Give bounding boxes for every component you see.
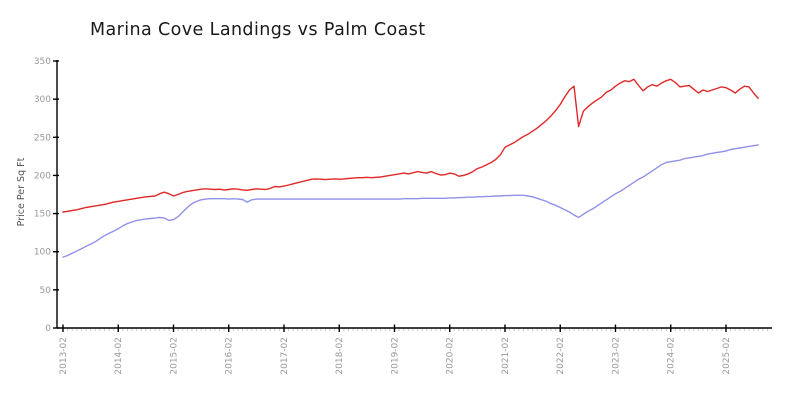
x-tick-label: 2015-02 xyxy=(169,337,179,375)
y-tick-label: 150 xyxy=(34,210,51,220)
x-tick-label: 2017-02 xyxy=(280,337,290,375)
y-axis-label: Price Per Sq Ft xyxy=(16,157,27,226)
x-tick-label: 2023-02 xyxy=(611,337,621,375)
chart-title: Marina Cove Landings vs Palm Coast xyxy=(90,20,426,40)
x-tick-label: 2018-02 xyxy=(335,337,345,375)
y-tick-label: 350 xyxy=(34,57,51,67)
x-tick-label: 2025-02 xyxy=(722,337,732,375)
x-tick-label: 2022-02 xyxy=(556,337,566,375)
series-line-marina-cove-landings xyxy=(62,78,759,213)
x-tick-label: 2016-02 xyxy=(225,337,235,375)
x-tick-label: 2020-02 xyxy=(446,337,456,375)
y-tick-label: 250 xyxy=(34,133,51,143)
x-tick-label: 2013-02 xyxy=(59,337,69,375)
x-tick-label: 2014-02 xyxy=(114,337,124,375)
x-tick-label: 2021-02 xyxy=(501,337,511,375)
y-tick-label: 0 xyxy=(45,324,51,334)
y-tick-label: 50 xyxy=(40,286,52,296)
y-tick-label: 200 xyxy=(34,171,51,181)
series-line-palm-coast xyxy=(62,144,759,258)
y-tick-label: 300 xyxy=(34,95,51,105)
x-tick-label: 2024-02 xyxy=(667,337,677,375)
x-tick-label: 2019-02 xyxy=(390,337,400,375)
y-tick-label: 100 xyxy=(34,248,51,258)
